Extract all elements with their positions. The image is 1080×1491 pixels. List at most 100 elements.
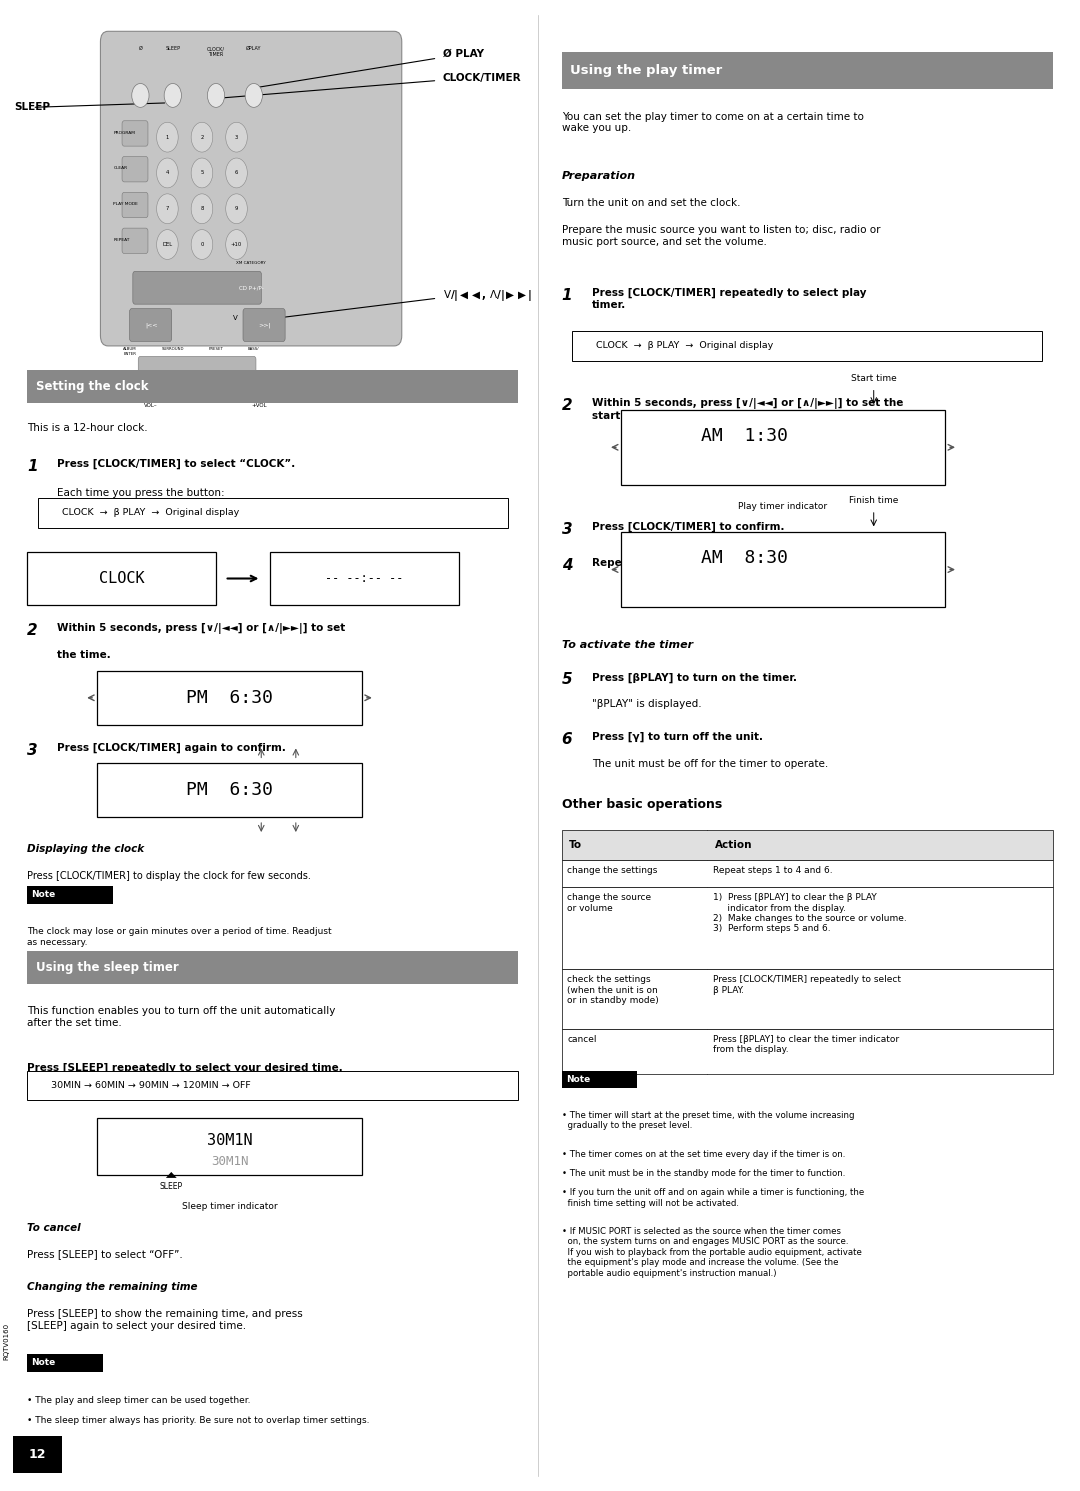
Text: PRESET: PRESET [208, 347, 224, 352]
Text: Ø PLAY: Ø PLAY [443, 49, 484, 58]
Text: >>|: >>| [258, 322, 271, 328]
Bar [562, 830, 1053, 860]
Text: Press [CLOCK/TIMER] repeatedly to select
β PLAY.: Press [CLOCK/TIMER] repeatedly to select… [713, 975, 901, 994]
FancyBboxPatch shape [122, 228, 148, 253]
Circle shape [157, 158, 178, 188]
Text: • The play and sleep timer can be used together.: • The play and sleep timer can be used t… [27, 1396, 251, 1405]
FancyBboxPatch shape [130, 309, 172, 341]
Circle shape [132, 83, 149, 107]
Text: PROGRAM: PROGRAM [113, 131, 135, 134]
Text: ALBUM
ENTER: ALBUM ENTER [123, 347, 136, 356]
Text: Start time: Start time [851, 374, 896, 383]
Bar [27, 552, 216, 605]
Text: V: V [232, 315, 238, 321]
Text: 9: 9 [234, 206, 239, 212]
Text: Displaying the clock: Displaying the clock [27, 844, 144, 854]
Text: 3: 3 [27, 743, 38, 757]
Text: Press [SLEEP] repeatedly to select your desired time.: Press [SLEEP] repeatedly to select your … [27, 1063, 342, 1074]
Text: To: To [569, 841, 582, 850]
Text: PM  6:30: PM 6:30 [186, 689, 273, 707]
Text: AM  1:30: AM 1:30 [701, 426, 787, 446]
Text: AM  8:30: AM 8:30 [701, 549, 787, 568]
Text: Note: Note [566, 1075, 590, 1084]
Bar [27, 951, 518, 984]
Text: Play timer indicator: Play timer indicator [739, 502, 827, 511]
Text: Note: Note [31, 890, 55, 899]
Text: CLOCK/
TIMER: CLOCK/ TIMER [207, 46, 225, 57]
Text: BASS/: BASS/ [248, 347, 259, 352]
Circle shape [226, 122, 247, 152]
Bar [621, 532, 945, 607]
Text: 30M1N: 30M1N [211, 1156, 248, 1167]
Text: Finish time: Finish time [849, 497, 899, 505]
Text: This is a 12-hour clock.: This is a 12-hour clock. [27, 423, 148, 434]
Bar [97, 1118, 362, 1175]
Text: To cancel: To cancel [27, 1223, 81, 1233]
FancyBboxPatch shape [122, 121, 148, 146]
Text: CLOCK: CLOCK [98, 571, 145, 586]
Text: 0: 0 [200, 242, 204, 248]
Text: 30MIN → 60MIN → 90MIN → 120MIN → OFF: 30MIN → 60MIN → 90MIN → 120MIN → OFF [51, 1081, 251, 1090]
Text: CLOCK  →  β PLAY  →  Original display: CLOCK → β PLAY → Original display [596, 341, 773, 350]
Text: 1: 1 [27, 459, 38, 474]
Text: • If you turn the unit off and on again while a timer is functioning, the
  fini: • If you turn the unit off and on again … [562, 1188, 864, 1208]
Text: check the settings
(when the unit is on
or in standby mode): check the settings (when the unit is on … [567, 975, 659, 1005]
Text: DEL: DEL [162, 242, 173, 248]
Circle shape [157, 230, 178, 259]
Bar [27, 1354, 103, 1372]
Circle shape [157, 122, 178, 152]
Bar [572, 331, 1042, 361]
Text: Note: Note [31, 1358, 55, 1367]
Text: Repeat steps 2 and 3 to set the finishing time.: Repeat steps 2 and 3 to set the finishin… [592, 558, 866, 568]
Bar [38, 498, 508, 528]
FancyBboxPatch shape [100, 31, 402, 346]
Text: 1: 1 [562, 288, 572, 303]
Text: 8: 8 [200, 206, 204, 212]
Text: REPEAT: REPEAT [113, 239, 130, 242]
Text: • The timer will start at the preset time, with the volume increasing
  graduall: • The timer will start at the preset tim… [562, 1111, 854, 1130]
Text: Changing the remaining time: Changing the remaining time [27, 1282, 198, 1293]
Text: -- --:-- --: -- --:-- -- [325, 573, 404, 584]
Circle shape [191, 158, 213, 188]
Text: SLEEP: SLEEP [160, 1182, 183, 1191]
Text: 3: 3 [562, 522, 572, 537]
Text: CLOCK  →  β PLAY  →  Original display: CLOCK → β PLAY → Original display [62, 508, 239, 517]
Text: Press [CLOCK/TIMER] again to confirm.: Press [CLOCK/TIMER] again to confirm. [57, 743, 286, 753]
Text: Setting the clock: Setting the clock [36, 380, 148, 392]
Text: CLOCK/TIMER: CLOCK/TIMER [443, 73, 522, 82]
Text: SLEEP: SLEEP [165, 46, 180, 51]
Text: • The sleep timer always has priority. Be sure not to overlap timer settings.: • The sleep timer always has priority. B… [27, 1416, 369, 1425]
Text: +10: +10 [231, 242, 242, 248]
Text: 1)  Press [βPLAY] to clear the β PLAY
     indicator from the display.
2)  Make : 1) Press [βPLAY] to clear the β PLAY ind… [713, 893, 906, 933]
Bar [27, 886, 113, 904]
Circle shape [207, 83, 225, 107]
Text: 7: 7 [165, 206, 170, 212]
FancyBboxPatch shape [122, 192, 148, 218]
Text: 30M1N: 30M1N [206, 1133, 253, 1148]
Text: 5: 5 [562, 672, 572, 687]
Bar [13, 1436, 62, 1473]
Bar [621, 410, 945, 485]
Text: Press [SLEEP] to select “OFF”.: Press [SLEEP] to select “OFF”. [27, 1249, 183, 1260]
Text: ØPLAY: ØPLAY [246, 46, 261, 51]
Text: Ø: Ø [138, 46, 143, 51]
Text: cancel: cancel [567, 1035, 596, 1044]
Text: Prepare the music source you want to listen to; disc, radio or
music port source: Prepare the music source you want to lis… [562, 225, 880, 246]
Circle shape [226, 230, 247, 259]
Text: You can set the play timer to come on at a certain time to
wake you up.: You can set the play timer to come on at… [562, 112, 864, 133]
Text: The unit must be off for the timer to operate.: The unit must be off for the timer to op… [592, 759, 828, 769]
Text: Within 5 seconds, press [∨/|◄◄] or [∧/|►►|] to set: Within 5 seconds, press [∨/|◄◄] or [∧/|►… [57, 623, 346, 634]
Text: Other basic operations: Other basic operations [562, 798, 721, 811]
Circle shape [226, 158, 247, 188]
Text: SURROUND: SURROUND [162, 347, 184, 352]
Text: CD P+/P-: CD P+/P- [239, 285, 264, 291]
Circle shape [226, 194, 247, 224]
Bar [562, 1029, 1053, 1074]
Text: RQTV0160: RQTV0160 [3, 1324, 10, 1360]
Text: Press [CLOCK/TIMER] to select “CLOCK”.: Press [CLOCK/TIMER] to select “CLOCK”. [57, 459, 296, 470]
Bar [97, 763, 362, 817]
Polygon shape [166, 1172, 177, 1178]
Text: "βPLAY" is displayed.: "βPLAY" is displayed. [592, 699, 702, 710]
Text: • If MUSIC PORT is selected as the source when the timer comes
  on, the system : • If MUSIC PORT is selected as the sourc… [562, 1227, 862, 1278]
Text: 2: 2 [200, 134, 204, 140]
